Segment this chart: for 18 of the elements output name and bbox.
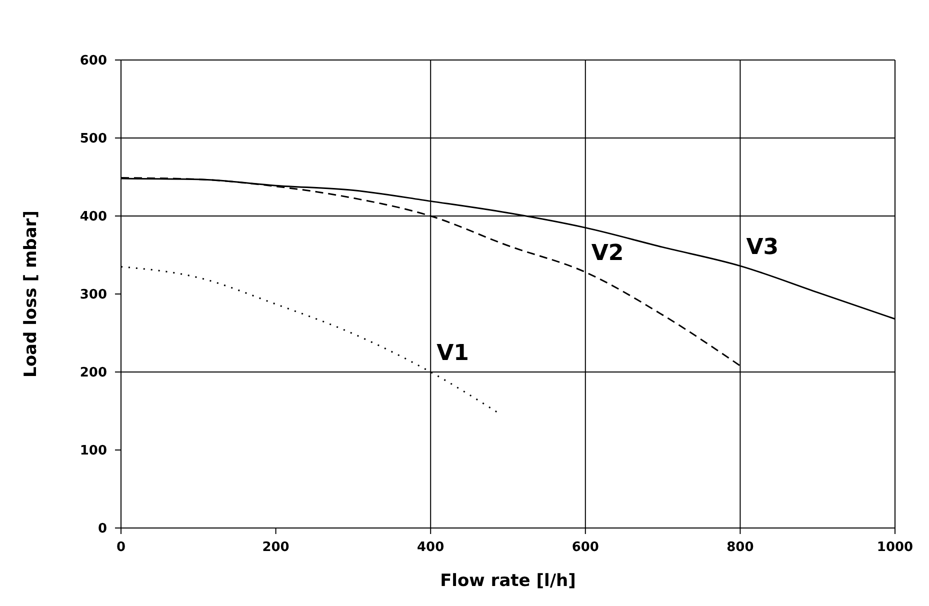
y-tick-label: 300 bbox=[80, 288, 107, 303]
x-tick-label: 800 bbox=[726, 540, 754, 556]
y-tick-label: 200 bbox=[80, 366, 107, 381]
x-axis-title: Flow rate [l/h] bbox=[440, 571, 576, 591]
y-axis-title: Load loss [ mbar] bbox=[21, 210, 42, 378]
x-tick-label: 400 bbox=[417, 540, 444, 556]
y-tick-label: 600 bbox=[80, 54, 107, 69]
x-tick-label: 200 bbox=[262, 540, 290, 556]
y-tick-label: 400 bbox=[80, 210, 107, 225]
x-tick-label: 1000 bbox=[876, 540, 914, 556]
x-tick-label: 0 bbox=[116, 540, 126, 556]
x-tick-label: 600 bbox=[572, 540, 599, 556]
y-tick-label: 100 bbox=[80, 444, 107, 459]
y-tick-label: 0 bbox=[98, 522, 107, 537]
series-label: V3 bbox=[746, 234, 779, 260]
series-label: V1 bbox=[436, 341, 469, 366]
y-tick-label: 500 bbox=[80, 132, 107, 147]
series-label: V2 bbox=[591, 241, 624, 266]
